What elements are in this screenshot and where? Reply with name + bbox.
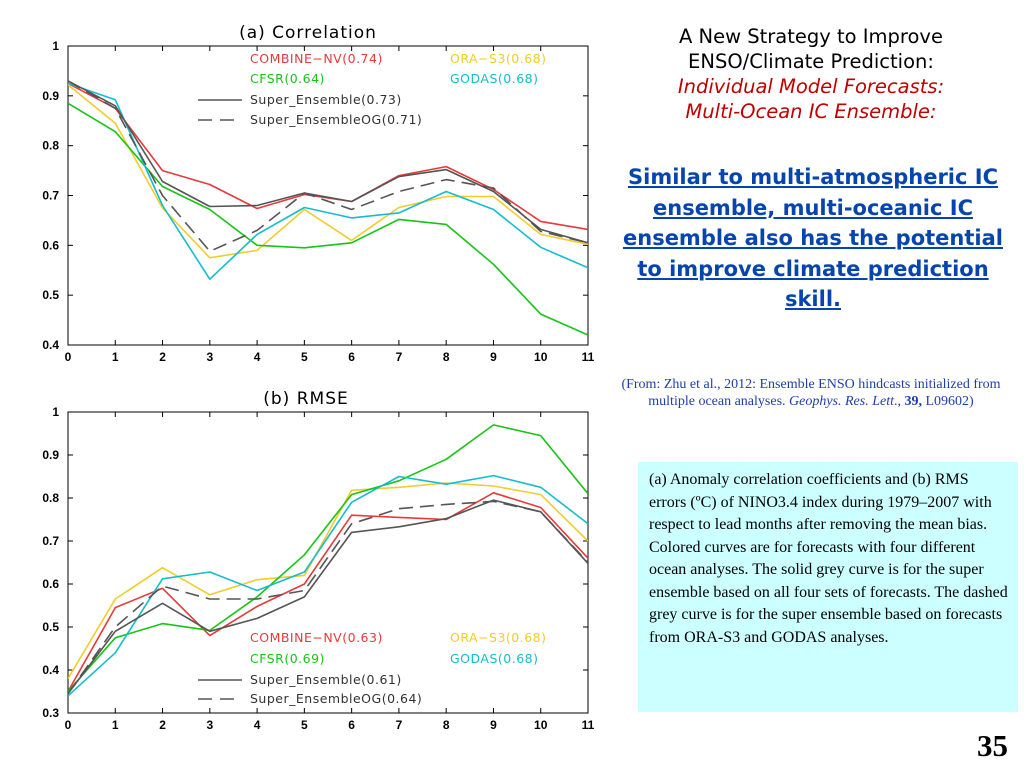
page-number: 35 bbox=[977, 728, 1008, 763]
legend-entry: ORA−S3(0.68) bbox=[450, 51, 547, 66]
x-tick-label: 10 bbox=[534, 350, 548, 364]
series-line-2 bbox=[68, 102, 588, 336]
legend-entry: CFSR(0.64) bbox=[250, 71, 325, 86]
series-line-1 bbox=[68, 84, 588, 259]
x-tick-label: 11 bbox=[582, 718, 595, 732]
series-line-4 bbox=[68, 80, 588, 244]
x-tick-label: 8 bbox=[443, 350, 450, 364]
x-tick-label: 0 bbox=[65, 350, 72, 364]
chart-title: (a) Correlation bbox=[239, 23, 377, 43]
y-tick-label: 0.8 bbox=[42, 139, 59, 153]
y-tick-label: 0.3 bbox=[42, 706, 59, 720]
x-tick-label: 6 bbox=[348, 718, 355, 732]
y-tick-label: 0.6 bbox=[42, 238, 59, 252]
y-tick-label: 0.7 bbox=[42, 534, 59, 548]
legend-entry: COMBINE−NV(0.63) bbox=[250, 630, 383, 645]
y-tick-label: 0.4 bbox=[42, 663, 59, 677]
x-tick-label: 11 bbox=[582, 350, 595, 364]
plot-frame bbox=[67, 411, 589, 714]
heading-line-1: A New Strategy to Improve bbox=[679, 25, 943, 48]
x-tick-label: 4 bbox=[254, 718, 261, 732]
y-tick-label: 0.5 bbox=[42, 620, 59, 634]
y-tick-label: 0.9 bbox=[42, 89, 59, 103]
heading-line-2: ENSO/Climate Prediction: bbox=[688, 50, 934, 73]
x-tick-label: 0 bbox=[65, 718, 72, 732]
citation-prefix: (From: Zhu et al., 2012: Ensemble ENSO h… bbox=[621, 377, 1001, 409]
x-tick-label: 9 bbox=[490, 350, 497, 364]
x-tick-label: 6 bbox=[348, 350, 355, 364]
legend-entry: CFSR(0.69) bbox=[250, 651, 325, 666]
figure-caption: (a) Anomaly correlation coefficients and… bbox=[638, 462, 1018, 712]
x-tick-label: 1 bbox=[112, 718, 119, 732]
legend-entry: GODAS(0.68) bbox=[450, 71, 539, 86]
citation-journal: Geophys. Res. Lett bbox=[789, 394, 894, 409]
y-tick-label: 0.4 bbox=[42, 338, 59, 352]
x-tick-label: 3 bbox=[206, 718, 213, 732]
citation: (From: Zhu et al., 2012: Ensemble ENSO h… bbox=[618, 376, 1004, 410]
heading-line-4: Multi-Ocean IC Ensemble: bbox=[685, 100, 937, 123]
y-tick-label: 0.5 bbox=[42, 288, 59, 302]
x-tick-label: 8 bbox=[443, 718, 450, 732]
legend-entry: Super_EnsembleOG(0.71) bbox=[250, 112, 422, 127]
series-line-3 bbox=[68, 474, 588, 697]
x-tick-label: 10 bbox=[534, 718, 548, 732]
series-line-5 bbox=[68, 500, 588, 695]
x-tick-label: 7 bbox=[396, 718, 403, 732]
citation-volume: 39, bbox=[904, 394, 923, 409]
legend-entry: Super_Ensemble(0.61) bbox=[250, 672, 402, 687]
y-tick-label: 0.6 bbox=[42, 577, 59, 591]
y-tick-label: 0.8 bbox=[42, 491, 59, 505]
y-tick-label: 1 bbox=[52, 39, 59, 53]
heading-line-3: Individual Model Forecasts: bbox=[677, 75, 945, 98]
x-tick-label: 2 bbox=[159, 350, 166, 364]
legend-entry: GODAS(0.68) bbox=[450, 651, 539, 666]
x-tick-label: 3 bbox=[206, 350, 213, 364]
citation-suffix: L09602) bbox=[922, 394, 974, 409]
series-line-4 bbox=[68, 499, 588, 695]
series-line-1 bbox=[68, 482, 588, 680]
y-tick-label: 0.7 bbox=[42, 189, 59, 203]
legend-entry: COMBINE−NV(0.74) bbox=[250, 51, 383, 66]
x-tick-label: 9 bbox=[490, 718, 497, 732]
x-tick-label: 5 bbox=[301, 718, 308, 732]
y-tick-label: 1 bbox=[52, 405, 59, 419]
slide-heading: A New Strategy to Improve ENSO/Climate P… bbox=[618, 24, 1004, 124]
legend-entry: ORA−S3(0.68) bbox=[450, 630, 547, 645]
x-tick-label: 7 bbox=[396, 350, 403, 364]
x-tick-label: 2 bbox=[159, 718, 166, 732]
plot-frame bbox=[67, 45, 589, 346]
legend-entry: Super_Ensemble(0.73) bbox=[250, 92, 402, 107]
citation-separator: ., bbox=[894, 394, 905, 409]
chart-title: (b) RMSE bbox=[263, 389, 348, 409]
key-message-link[interactable]: Similar to multi-atmospheric IC ensemble… bbox=[623, 165, 1003, 311]
series-line-2 bbox=[68, 424, 588, 693]
series-line-5 bbox=[68, 80, 588, 253]
x-tick-label: 5 bbox=[301, 350, 308, 364]
y-tick-label: 0.9 bbox=[42, 448, 59, 462]
x-tick-label: 4 bbox=[254, 350, 261, 364]
legend-entry: Super_EnsembleOG(0.64) bbox=[250, 691, 422, 706]
series-line-3 bbox=[68, 82, 588, 281]
x-tick-label: 1 bbox=[112, 350, 119, 364]
